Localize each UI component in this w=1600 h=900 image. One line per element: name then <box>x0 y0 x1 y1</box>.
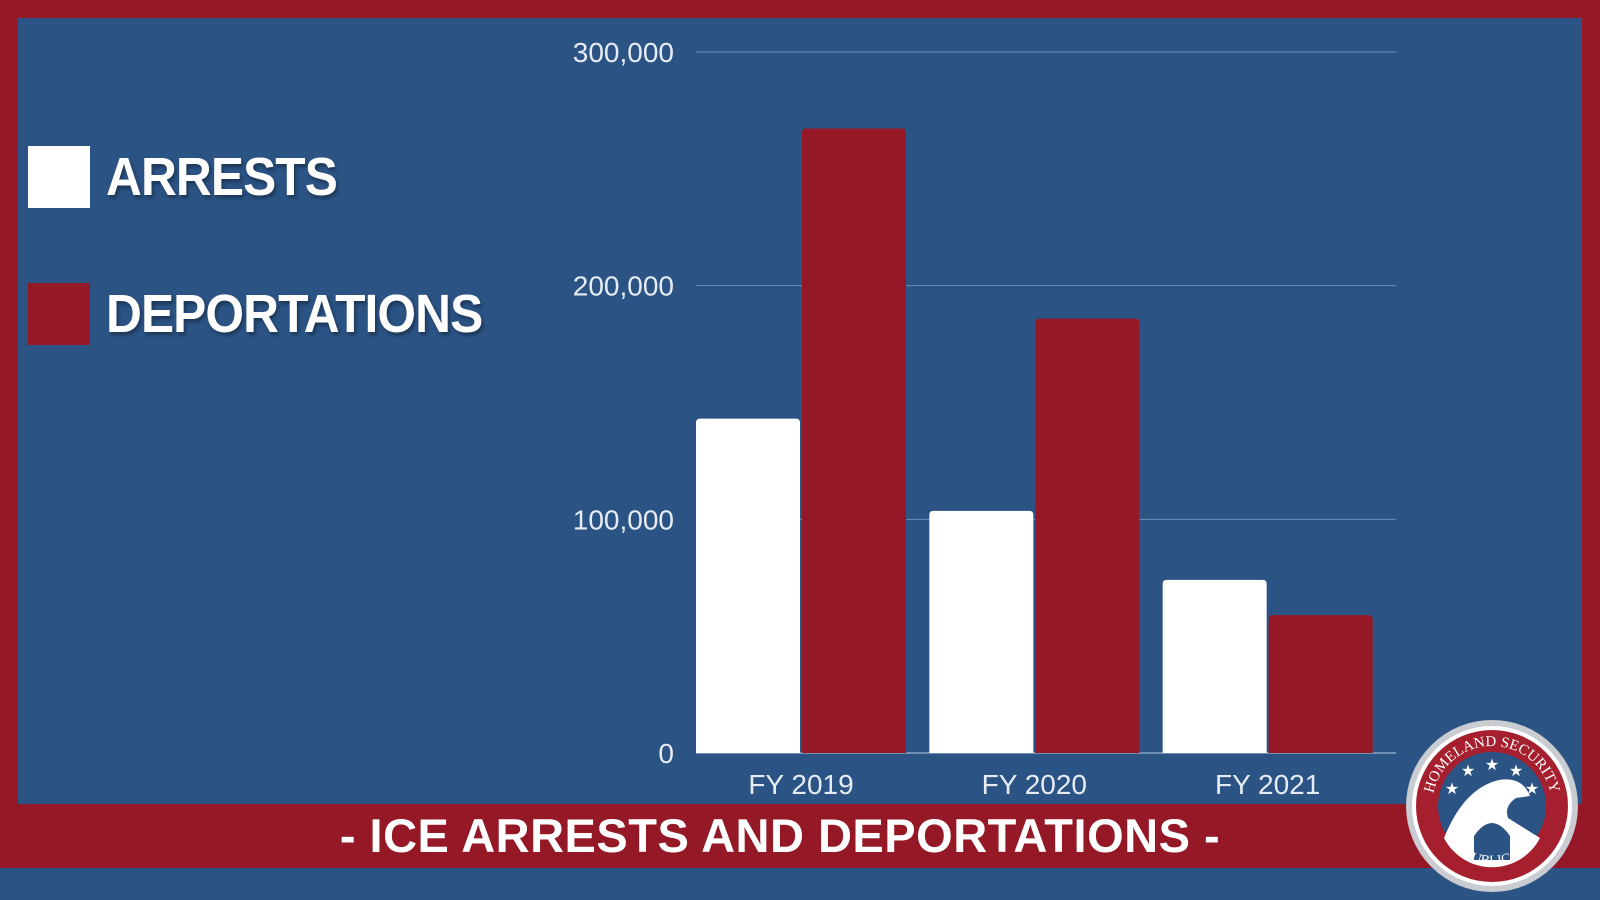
svg-text:★: ★ <box>1525 781 1539 798</box>
y-tick-label: 100,000 <box>573 504 674 535</box>
legend-label-deportations: DEPORTATIONS <box>106 284 483 344</box>
bar-arrests-fy-2019 <box>696 418 800 753</box>
svg-text:★: ★ <box>1485 757 1499 774</box>
x-tick-label: FY 2021 <box>1215 769 1320 800</box>
y-tick-label: 0 <box>658 738 674 769</box>
svg-text:★: ★ <box>1445 781 1459 798</box>
x-tick-label: FY 2019 <box>748 769 853 800</box>
y-tick-label: 200,000 <box>573 271 674 302</box>
legend-swatch-deportations <box>28 283 90 345</box>
bar-deportations-fy-2020 <box>1035 318 1140 753</box>
x-tick-label: FY 2020 <box>982 769 1087 800</box>
bar-arrests-fy-2021 <box>1162 579 1267 753</box>
legend-swatch-arrests <box>28 146 90 208</box>
homeland-security-republicans-logo: ★★ ★ ★ ★ HOMELAND SECURITY REPUBLICANS <box>1406 720 1578 892</box>
bar-deportations-fy-2021 <box>1268 615 1373 753</box>
y-tick-label: 300,000 <box>573 37 674 68</box>
bottom-strip <box>0 868 1600 900</box>
legend-item-deportations: DEPORTATIONS <box>28 283 515 345</box>
bar-arrests-fy-2020 <box>929 510 1034 753</box>
svg-text:★: ★ <box>1461 763 1475 780</box>
svg-text:★: ★ <box>1509 763 1523 780</box>
chart-title: - ICE ARRESTS AND DEPORTATIONS - <box>339 809 1221 862</box>
legend-label-arrests: ARRESTS <box>106 147 338 207</box>
bar-deportations-fy-2019 <box>802 128 906 753</box>
legend-item-arrests: ARRESTS <box>28 146 357 208</box>
